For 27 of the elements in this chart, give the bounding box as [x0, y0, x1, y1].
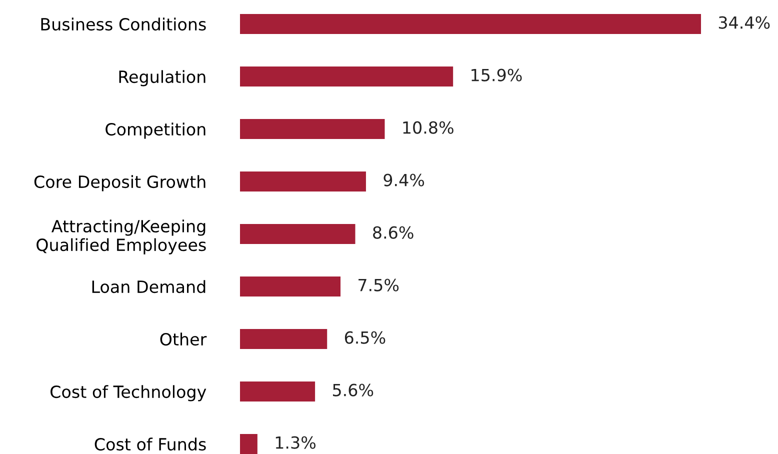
data-label: 7.5%	[358, 278, 399, 292]
y-tick-label: Competition	[106, 122, 206, 139]
bar	[240, 119, 385, 139]
bar	[240, 14, 701, 34]
y-tick-label: Attracting/Keeping Qualified Employees	[36, 220, 206, 254]
bar	[240, 224, 356, 244]
y-tick-label: Business Conditions	[41, 18, 206, 31]
data-label: 6.5%	[344, 331, 386, 344]
y-tick-label: Other	[160, 332, 207, 346]
bar	[240, 172, 366, 192]
data-label: 1.3%	[276, 436, 316, 449]
y-tick-label: Loan Demand	[92, 280, 206, 294]
data-label: 10.8%	[403, 121, 454, 134]
data-label: 8.6%	[373, 226, 414, 239]
bar	[240, 382, 316, 402]
data-label: 5.6%	[333, 384, 374, 396]
y-tick-label: Core Deposit Growth	[34, 175, 206, 192]
bar	[240, 434, 258, 454]
y-tick-label: Regulation	[119, 70, 206, 86]
bar	[240, 66, 454, 86]
y-tick-label: Cost of Funds	[94, 438, 206, 451]
y-tick-label: Cost of Technology	[50, 385, 206, 402]
data-label: 15.9%	[472, 68, 522, 82]
data-label: 9.4%	[384, 174, 424, 186]
bar	[240, 329, 328, 349]
bar	[240, 276, 341, 296]
data-label: 34.4%	[718, 16, 770, 29]
